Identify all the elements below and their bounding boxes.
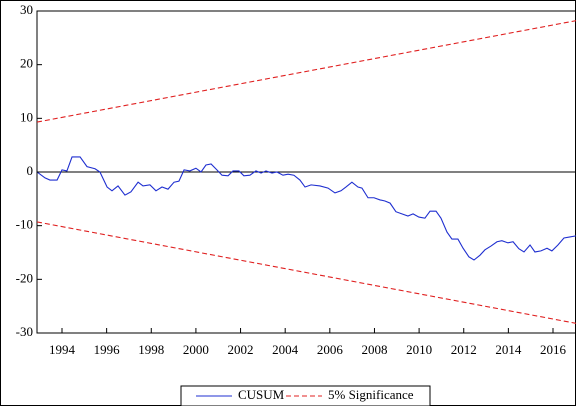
x-tick-label: 2000 bbox=[183, 342, 209, 357]
x-tick-label: 2008 bbox=[361, 342, 387, 357]
x-tick-label: 2004 bbox=[272, 342, 299, 357]
x-tick-label: 1998 bbox=[138, 342, 164, 357]
y-tick-label: 20 bbox=[20, 56, 33, 71]
axes-layer: -30 -20 -10 0 10 20 30 1994 1996 1998 2000 2002 2004… bbox=[16, 2, 567, 357]
legend: CUSUM 5% Significance bbox=[196, 387, 414, 402]
x-tick-label: 2012 bbox=[451, 342, 477, 357]
y-tick-label: -10 bbox=[16, 217, 33, 232]
legend-label: 5% Significance bbox=[328, 387, 414, 402]
x-tick-label: 1994 bbox=[49, 342, 76, 357]
y-tick-label: 30 bbox=[20, 2, 33, 17]
x-tick-label: 2014 bbox=[495, 342, 522, 357]
x-tick-label: 2002 bbox=[228, 342, 254, 357]
plot-layer bbox=[37, 20, 576, 324]
x-tick-label: 2006 bbox=[317, 342, 344, 357]
series-line bbox=[37, 221, 576, 324]
y-tick-label: 10 bbox=[20, 109, 33, 124]
x-tick-label: 1996 bbox=[94, 342, 121, 357]
x-tick-label: 2010 bbox=[406, 342, 432, 357]
x-tick-label: 2016 bbox=[540, 342, 567, 357]
y-tick-label: -20 bbox=[16, 270, 33, 285]
y-tick-label: -30 bbox=[16, 324, 33, 339]
series-line bbox=[37, 156, 576, 261]
y-tick-label: 0 bbox=[27, 163, 34, 178]
legend-label: CUSUM bbox=[238, 387, 285, 402]
series-line bbox=[37, 20, 576, 123]
